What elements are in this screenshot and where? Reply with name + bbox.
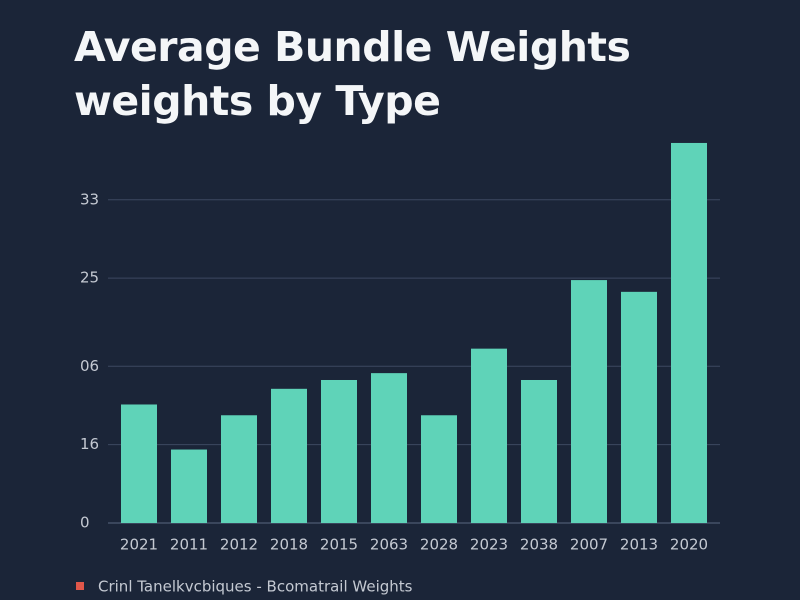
bar: [421, 415, 457, 523]
bar: [521, 379, 557, 523]
bar: [121, 404, 157, 523]
bar: [271, 388, 307, 523]
x-tick-label: 2011: [170, 536, 208, 554]
bar: [621, 291, 657, 523]
bar: [471, 348, 507, 523]
y-tick-label: 0: [80, 514, 90, 532]
x-tick-label: 2028: [420, 536, 458, 554]
x-tick-label: 2038: [520, 536, 558, 554]
bar: [221, 415, 257, 523]
legend-label: Crinl Tanelkvcbiques - Bcomatrail Weight…: [98, 578, 413, 596]
x-tick-label: 2013: [620, 536, 658, 554]
y-tick-label: 16: [80, 435, 99, 453]
y-tick-label: 33: [80, 190, 99, 208]
x-tick-label: 2023: [470, 536, 508, 554]
x-tick-label: 2007: [570, 536, 608, 554]
y-tick-label: 06: [80, 357, 99, 375]
y-tick-label: 25: [80, 269, 99, 287]
legend-marker: [76, 582, 84, 590]
x-tick-label: 2021: [120, 536, 158, 554]
x-tick-label: 2020: [670, 536, 708, 554]
bar: [671, 142, 707, 523]
x-tick-label: 2015: [320, 536, 358, 554]
bar: [171, 449, 207, 523]
x-tick-label: 2018: [270, 536, 308, 554]
x-tick-label: 2063: [370, 536, 408, 554]
chart-title: Average Bundle Weights weights by Type: [74, 23, 631, 125]
x-tick-label: 2012: [220, 536, 258, 554]
bar: [371, 373, 407, 523]
bar: [321, 379, 357, 523]
bar: [571, 280, 607, 523]
